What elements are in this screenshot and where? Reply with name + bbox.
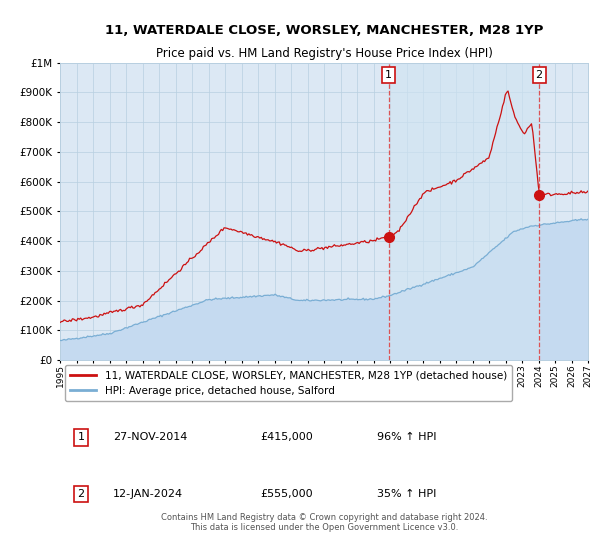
Text: Price paid vs. HM Land Registry's House Price Index (HPI): Price paid vs. HM Land Registry's House … xyxy=(155,46,493,59)
Text: 35% ↑ HPI: 35% ↑ HPI xyxy=(377,489,436,499)
Text: £555,000: £555,000 xyxy=(260,489,313,499)
Text: 12-JAN-2024: 12-JAN-2024 xyxy=(113,489,183,499)
Text: 1: 1 xyxy=(385,70,392,80)
Legend: 11, WATERDALE CLOSE, WORSLEY, MANCHESTER, M28 1YP (detached house), HPI: Average: 11, WATERDALE CLOSE, WORSLEY, MANCHESTER… xyxy=(65,365,512,401)
Text: 27-NOV-2014: 27-NOV-2014 xyxy=(113,432,187,442)
Text: 11, WATERDALE CLOSE, WORSLEY, MANCHESTER, M28 1YP: 11, WATERDALE CLOSE, WORSLEY, MANCHESTER… xyxy=(105,24,543,36)
Text: £415,000: £415,000 xyxy=(260,432,313,442)
Text: 2: 2 xyxy=(77,489,85,499)
Text: Contains HM Land Registry data © Crown copyright and database right 2024.
This d: Contains HM Land Registry data © Crown c… xyxy=(161,513,487,532)
Bar xyxy=(389,63,539,360)
Text: 96% ↑ HPI: 96% ↑ HPI xyxy=(377,432,436,442)
Text: 2: 2 xyxy=(536,70,543,80)
Text: 1: 1 xyxy=(77,432,85,442)
